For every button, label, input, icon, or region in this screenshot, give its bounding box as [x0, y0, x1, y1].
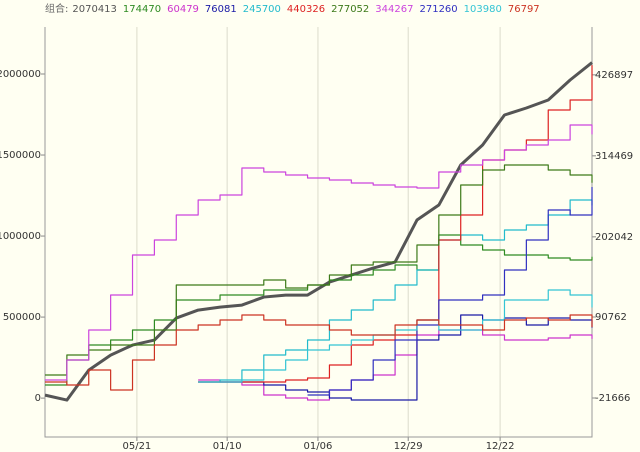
y2-tick-label: 202042 — [595, 232, 633, 243]
legend-value: 344267 — [375, 4, 413, 15]
series-line — [198, 329, 593, 401]
x-tick-label: 01/06 — [304, 441, 333, 452]
y2-tick-label: 426897 — [595, 70, 633, 81]
y2-tick-label: 314469 — [595, 151, 633, 162]
legend-value: 76081 — [205, 4, 237, 15]
legend-value: 271260 — [419, 4, 457, 15]
x-tick-label: 12/29 — [394, 441, 423, 452]
legend-value: 2070413 — [72, 4, 117, 15]
legend-value: 440326 — [287, 4, 325, 15]
axis-frame — [44, 27, 593, 438]
legend-value: 103980 — [464, 4, 502, 15]
y-tick-label: 1500000 — [0, 150, 41, 161]
series-line — [44, 61, 593, 402]
y-tick-label: 500000 — [3, 312, 41, 323]
y2-tick-label: 90762 — [595, 312, 627, 323]
series-line — [45, 124, 593, 381]
legend-value: 277052 — [331, 4, 369, 15]
series-line — [45, 164, 593, 376]
legend-value: 174470 — [123, 4, 161, 15]
legend-label: 组合: — [45, 2, 68, 15]
series-line — [45, 314, 593, 391]
series-line — [307, 186, 593, 396]
series-line — [198, 199, 593, 383]
legend-value: 245700 — [243, 4, 281, 15]
legend: 组合: 2070413 174470 60479 76081 245700 440326 27… — [45, 2, 540, 15]
x-tick-label: 01/10 — [213, 441, 242, 452]
legend-value: 60479 — [167, 4, 199, 15]
legend-value: 76797 — [508, 4, 540, 15]
x-tick-label: 12/22 — [486, 441, 515, 452]
y-tick-label: 2000000 — [0, 69, 41, 80]
y-tick-label: 0 — [35, 393, 41, 404]
y-tick-label: 1000000 — [0, 231, 41, 242]
x-tick-label: 05/21 — [122, 441, 151, 452]
y2-tick-label: -21666 — [595, 393, 630, 404]
